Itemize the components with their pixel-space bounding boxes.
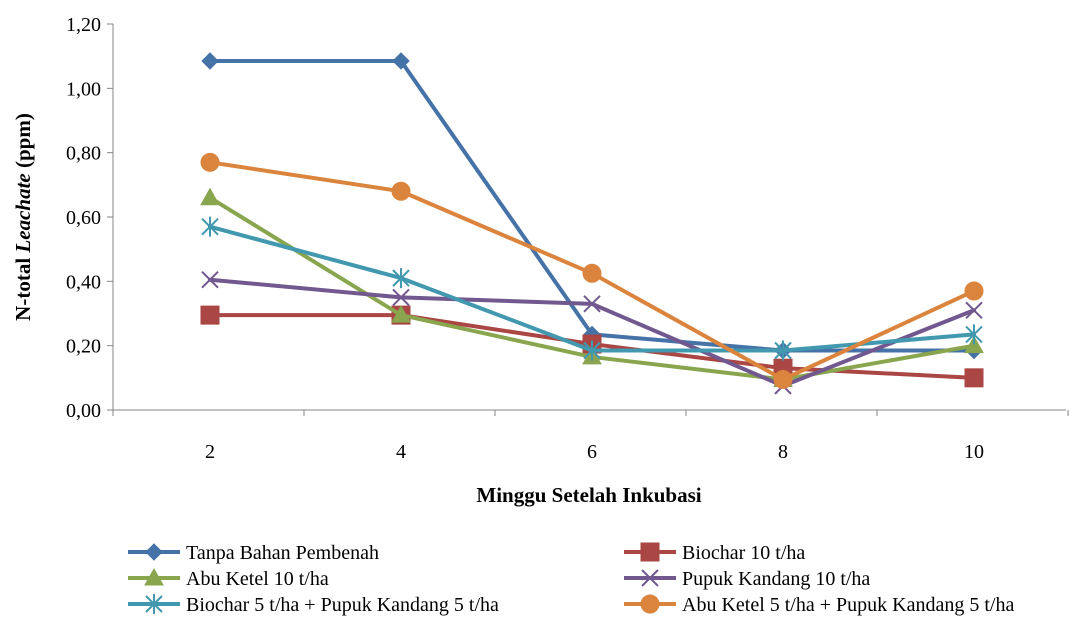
x-tick-label: 4: [396, 441, 406, 463]
y-tick-label: 1,00: [66, 78, 101, 100]
data-point-triangle-marker: [964, 335, 984, 354]
legend-item: Tanpa Bahan Pembenah: [128, 542, 379, 564]
data-point-circle-marker: [391, 181, 411, 201]
legend-label: Tanpa Bahan Pembenah: [186, 542, 379, 564]
data-point-star-marker: [774, 340, 792, 361]
y-axis-title-part-3: (ppm): [11, 113, 35, 173]
y-tick-label: 0,60: [66, 207, 101, 229]
legend-item: Biochar 10 t/ha: [624, 542, 805, 564]
data-point-x-marker: [965, 301, 983, 319]
data-point-star-marker: [392, 268, 410, 289]
x-tick-label: 10: [964, 441, 984, 463]
data-point-circle-marker: [582, 263, 602, 283]
y-tick-label: 1,20: [66, 14, 101, 36]
x-tick-label: 6: [587, 441, 597, 463]
legend-diamond-marker: [145, 543, 163, 561]
data-point-diamond-marker: [392, 52, 410, 70]
data-point-circle-marker: [200, 152, 220, 172]
data-point-star-marker: [201, 216, 219, 237]
x-ticks: 2 4 6 8 10: [112, 410, 1069, 463]
legend-circle-marker: [640, 594, 660, 614]
legend-triangle-marker: [144, 567, 164, 586]
legend-square-marker: [640, 542, 660, 562]
series-layer: [200, 52, 984, 395]
data-point-star-marker: [583, 340, 601, 361]
y-tick-label: 0,80: [66, 143, 101, 165]
data-point-triangle-marker: [200, 187, 220, 206]
legend-x-marker: [641, 569, 659, 587]
legend-item: Abu Ketel 10 t/ha: [128, 567, 329, 590]
x-tick-label: 2: [205, 441, 215, 463]
series-6: [200, 152, 984, 389]
y-tick-label: 0,00: [66, 400, 101, 422]
data-point-square-marker: [964, 368, 984, 388]
y-axis-title: N-total Leachate (ppm): [11, 113, 35, 321]
y-axis-title-part-2: Leachate: [11, 173, 35, 253]
data-point-x-marker: [392, 288, 410, 307]
series-1: [201, 52, 983, 360]
legend-label: Abu Ketel 10 t/ha: [186, 568, 329, 590]
legend-item: Biochar 5 t/ha + Pupuk Kandang 5 t/ha: [128, 594, 499, 616]
legend-label: Biochar 10 t/ha: [682, 542, 805, 564]
series-line: [208, 58, 976, 353]
legend-label: Abu Ketel 5 t/ha + Pupuk Kandang 5 t/ha: [682, 594, 1014, 616]
legend-star-marker: [145, 594, 163, 614]
series-5: [201, 216, 983, 361]
legend-label: Pupuk Kandang 10 t/ha: [682, 568, 870, 590]
legend-item: Abu Ketel 5 t/ha + Pupuk Kandang 5 t/ha: [624, 594, 1014, 616]
y-axis-title-part-1: N-total: [11, 253, 35, 321]
legend: Tanpa Bahan Pembenah Biochar 10 t/ha Abu K…: [128, 542, 1014, 616]
data-point-diamond-marker: [201, 52, 219, 70]
y-tick-label: 0,20: [66, 336, 101, 358]
legend-label: Biochar 5 t/ha + Pupuk Kandang 5 t/ha: [186, 594, 499, 616]
data-point-square-marker: [200, 305, 220, 325]
data-point-star-marker: [965, 324, 983, 345]
legend-item: Pupuk Kandang 10 t/ha: [624, 568, 870, 590]
x-axis-title: Minggu Setelah Inkubasi: [476, 483, 701, 507]
data-point-x-marker: [201, 271, 219, 289]
data-point-triangle-marker: [391, 305, 411, 323]
data-point-circle-marker: [773, 369, 793, 389]
data-point-circle-marker: [964, 281, 984, 301]
data-point-x-marker: [583, 295, 601, 313]
y-tick-label: 0,40: [66, 271, 101, 293]
x-tick-label: 8: [778, 441, 788, 463]
y-ticks: 0,00 0,20 0,40 0,60 0,80 1,00 1,20: [66, 14, 113, 422]
